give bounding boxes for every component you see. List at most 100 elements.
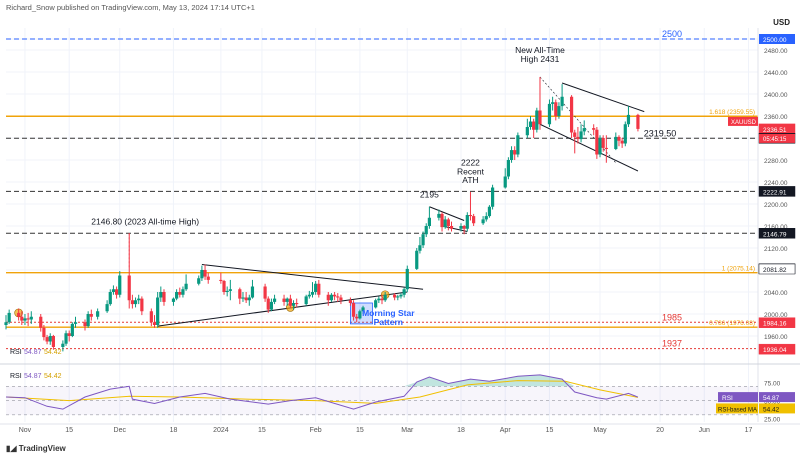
candle-body[interactable] [225, 290, 229, 292]
candle-body[interactable] [614, 136, 618, 149]
candle-body[interactable] [184, 283, 188, 290]
candle-body[interactable] [396, 296, 400, 298]
candle-body[interactable] [636, 114, 640, 129]
candle-body[interactable] [247, 297, 251, 301]
candle-body[interactable] [459, 226, 463, 229]
candle-body[interactable] [20, 316, 24, 321]
candle-body[interactable] [178, 292, 182, 295]
candle-body[interactable] [484, 216, 488, 220]
candle-body[interactable] [465, 215, 469, 229]
candle-body[interactable] [228, 289, 232, 291]
candle-body[interactable] [626, 114, 631, 125]
candle-body[interactable] [175, 292, 179, 299]
candle-body[interactable] [601, 138, 605, 148]
candle-body[interactable] [348, 300, 353, 303]
candle-body[interactable] [310, 292, 315, 295]
candle-body[interactable] [140, 298, 144, 312]
candle-body[interactable] [355, 316, 359, 319]
candle-body[interactable] [554, 102, 558, 116]
candle-body[interactable] [83, 322, 87, 327]
candle-body[interactable] [326, 294, 330, 301]
candle-body[interactable] [241, 297, 245, 299]
candle-body[interactable] [162, 292, 166, 302]
candle-body[interactable] [576, 136, 580, 140]
candle-body[interactable] [114, 289, 119, 295]
candle-body[interactable] [86, 314, 90, 327]
candle-body[interactable] [509, 150, 514, 160]
candle-body[interactable] [67, 333, 71, 336]
candle-body[interactable] [405, 268, 409, 290]
candle-body[interactable] [617, 136, 621, 141]
candle-body[interactable] [472, 216, 476, 224]
candle-body[interactable] [51, 336, 55, 347]
candle-body[interactable] [250, 286, 255, 298]
candle-body[interactable] [462, 226, 466, 229]
candle-body[interactable] [317, 283, 321, 295]
candle-body[interactable] [551, 102, 555, 104]
candle-body[interactable] [48, 336, 52, 342]
candle-body[interactable] [108, 292, 112, 305]
candle-body[interactable] [620, 140, 624, 144]
candle-body[interactable] [579, 131, 583, 140]
candle-body[interactable] [266, 298, 270, 310]
candle-body[interactable] [503, 176, 507, 188]
candle-body[interactable] [569, 96, 574, 133]
candle-body[interactable] [304, 296, 308, 305]
candle-body[interactable] [282, 298, 286, 302]
candle-body[interactable] [351, 303, 356, 317]
candle-body[interactable] [17, 312, 21, 317]
candle-body[interactable] [538, 110, 542, 125]
candle-body[interactable] [427, 217, 431, 226]
candle-body[interactable] [468, 215, 473, 217]
candle-body[interactable] [70, 323, 74, 336]
candle-body[interactable] [29, 316, 33, 320]
candle-body[interactable] [314, 283, 318, 292]
candle-body[interactable] [547, 103, 552, 125]
candle-body[interactable] [437, 213, 441, 218]
candle-body[interactable] [446, 219, 450, 226]
candle-body[interactable] [402, 289, 406, 295]
candle-body[interactable] [238, 289, 242, 299]
candle-body[interactable] [532, 121, 536, 130]
candle-body[interactable] [487, 206, 492, 217]
candle-body[interactable] [393, 294, 397, 298]
candle-body[interactable] [399, 294, 403, 297]
candle-body[interactable] [528, 121, 533, 128]
candle-body[interactable] [159, 292, 163, 298]
candle-body[interactable] [513, 150, 517, 155]
candle-body[interactable] [219, 279, 223, 281]
candle-body[interactable] [105, 304, 109, 312]
candle-body[interactable] [307, 294, 311, 297]
candle-body[interactable] [152, 322, 157, 325]
candle-body[interactable] [358, 311, 362, 319]
candle-body[interactable] [42, 327, 46, 338]
candle-body[interactable] [339, 297, 343, 301]
candle-body[interactable] [361, 307, 365, 312]
candle-body[interactable] [288, 298, 292, 306]
candle-body[interactable] [598, 138, 602, 155]
candle-body[interactable] [443, 219, 447, 228]
candle-body[interactable] [26, 318, 30, 320]
candle-body[interactable] [333, 294, 337, 297]
candle-body[interactable] [89, 314, 93, 317]
candle-body[interactable] [424, 226, 428, 235]
candle-body[interactable] [118, 275, 122, 295]
candle-body[interactable] [23, 318, 27, 321]
candle-body[interactable] [449, 226, 454, 229]
candle-body[interactable] [272, 298, 277, 302]
candle-body[interactable] [200, 270, 204, 279]
candle-body[interactable] [421, 234, 425, 246]
candle-body[interactable] [4, 322, 8, 325]
candle-body[interactable] [380, 298, 384, 301]
candle-body[interactable] [45, 337, 49, 342]
candle-body[interactable] [197, 278, 201, 284]
candle-body[interactable] [244, 297, 248, 301]
candle-body[interactable] [573, 132, 577, 137]
candle-body[interactable] [377, 298, 381, 301]
candle-body[interactable] [291, 303, 296, 306]
candle-body[interactable] [269, 301, 274, 310]
candle-body[interactable] [525, 127, 529, 136]
candle-body[interactable] [535, 110, 539, 130]
candle-body[interactable] [374, 300, 378, 308]
